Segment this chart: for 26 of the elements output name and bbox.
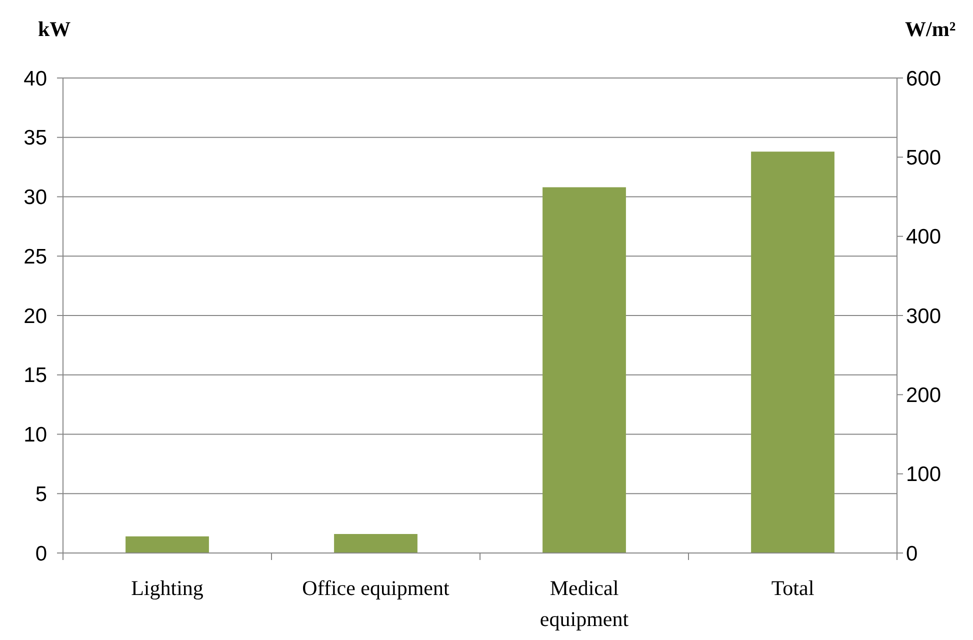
y2-tick-label: 100 (906, 463, 942, 486)
bar (126, 536, 209, 553)
y-tick-label: 15 (24, 364, 47, 388)
y-tick-label: 20 (24, 304, 47, 328)
y-tick-label: 5 (35, 482, 47, 506)
y2-tick-label: 400 (906, 226, 942, 249)
bar (542, 187, 626, 553)
x-tick-label: Total (771, 576, 814, 600)
y-tick-label: 25 (24, 245, 47, 268)
y2-axis-title: W/m² (905, 17, 956, 41)
bar (751, 152, 834, 553)
y2-tick-label: 500 (906, 146, 942, 170)
y2-tick-label: 600 (906, 67, 942, 90)
y-tick-label: 35 (24, 126, 47, 150)
bar (334, 534, 418, 553)
y-tick-label: 30 (24, 186, 47, 210)
y-axis-title: kW (38, 17, 71, 41)
x-tick-label: Office equipment (302, 576, 450, 600)
y-tick-label: 0 (35, 542, 47, 566)
y2-tick-label: 300 (906, 304, 942, 328)
y2-tick-label: 0 (906, 542, 918, 566)
x-tick-label: Lighting (131, 576, 204, 600)
x-tick-label: Medical equipment (540, 576, 629, 631)
y-tick-label: 40 (24, 67, 47, 90)
y2-tick-label: 200 (906, 384, 942, 408)
y-tick-label: 10 (24, 424, 47, 447)
